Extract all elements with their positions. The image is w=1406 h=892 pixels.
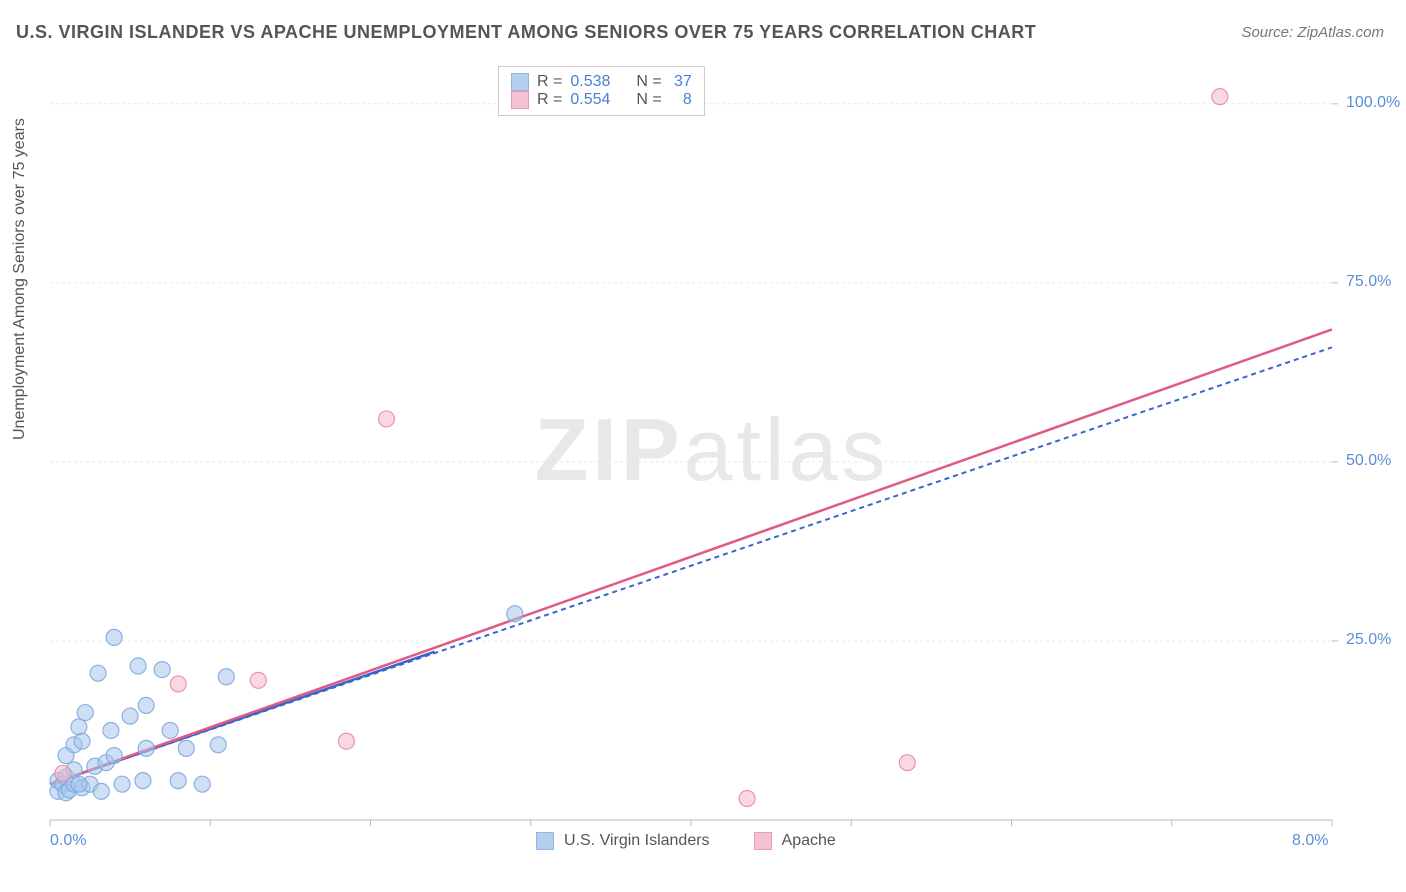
x-tick-label: 8.0% (1292, 832, 1328, 850)
plot-area: ZIPatlas R = 0.538 N = 37 R = 0.554 N = … (42, 60, 1382, 840)
legend-n-value-1: 37 (670, 73, 692, 91)
source-label: Source: ZipAtlas.com (1241, 24, 1384, 41)
y-tick-label: 25.0% (1346, 631, 1391, 649)
legend-n-label-2: N = (636, 91, 661, 109)
x-tick-label: 0.0% (50, 832, 86, 850)
y-axis-label: Unemployment Among Seniors over 75 years (11, 118, 29, 440)
legend-r-label-2: R = (537, 91, 562, 109)
y-tick-label: 75.0% (1346, 273, 1391, 291)
y-tick-label: 50.0% (1346, 452, 1391, 470)
chart-title: U.S. VIRGIN ISLANDER VS APACHE UNEMPLOYM… (16, 22, 1036, 43)
series-legend: U.S. Virgin Islanders Apache (536, 832, 836, 850)
legend-row-1: R = 0.538 N = 37 (511, 73, 692, 91)
series-name-2: Apache (782, 832, 836, 850)
series-swatch-2 (754, 832, 772, 850)
legend-r-value-1: 0.538 (570, 73, 610, 91)
legend-swatch-1 (511, 73, 529, 91)
legend-swatch-2 (511, 91, 529, 109)
y-tick-label: 100.0% (1346, 94, 1400, 112)
legend-row-2: R = 0.554 N = 8 (511, 91, 692, 109)
series-swatch-1 (536, 832, 554, 850)
scatter-chart (42, 60, 1382, 840)
legend-r-value-2: 0.554 (570, 91, 610, 109)
correlation-legend: R = 0.538 N = 37 R = 0.554 N = 8 (498, 66, 705, 116)
legend-n-value-2: 8 (670, 91, 692, 109)
legend-r-label-1: R = (537, 73, 562, 91)
legend-n-label-1: N = (636, 73, 661, 91)
series-name-1: U.S. Virgin Islanders (564, 832, 710, 850)
